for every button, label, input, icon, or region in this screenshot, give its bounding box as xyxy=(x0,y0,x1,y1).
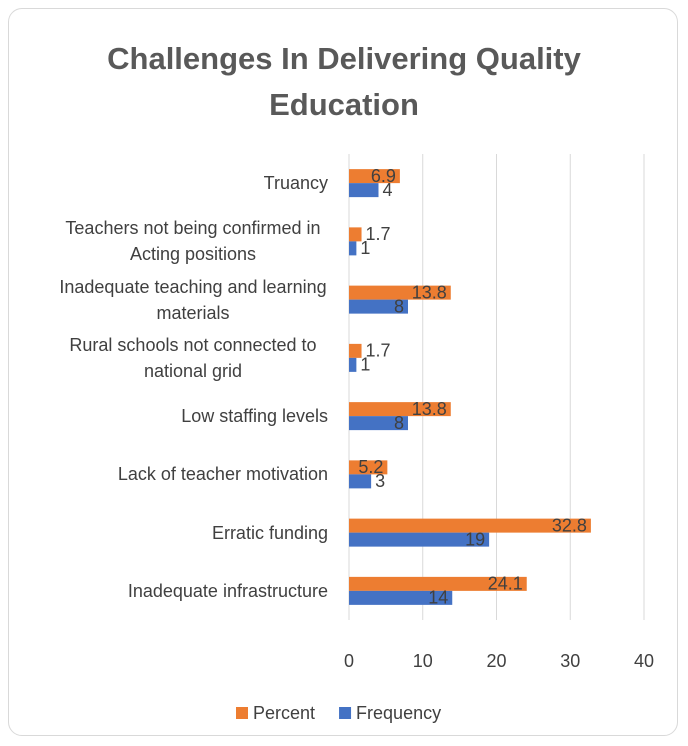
data-label: 5.2 xyxy=(358,457,383,477)
data-label: 1 xyxy=(360,238,370,258)
bar xyxy=(349,532,490,547)
bar xyxy=(349,474,372,489)
data-label: 3 xyxy=(375,471,385,491)
category-text: Erratic funding xyxy=(211,522,328,543)
category-label: Rural schools not connected to national … xyxy=(58,329,328,387)
bar xyxy=(349,285,451,300)
x-tick-label: 40 xyxy=(634,651,654,671)
category-label: Erratic funding xyxy=(58,504,328,562)
bar xyxy=(349,460,388,475)
category-text: Low staffing levels xyxy=(181,406,328,426)
data-label: 8 xyxy=(394,296,404,316)
category-text: Inadequate infrastructure xyxy=(127,580,328,601)
category-label: Truancy xyxy=(58,154,328,212)
data-label: 24.1 xyxy=(488,574,523,594)
legend-swatch xyxy=(236,707,248,719)
legend-label: Frequency xyxy=(356,703,441,723)
data-label: 8 xyxy=(394,413,404,433)
data-label: 4 xyxy=(383,180,393,200)
data-label: 6.9 xyxy=(371,166,396,186)
bar xyxy=(349,590,453,605)
category-label: Inadequate teaching and learning materia… xyxy=(58,271,328,329)
category-text: Lack of teacher motivation xyxy=(117,464,328,485)
data-label: 19 xyxy=(465,529,485,549)
data-label: 13.8 xyxy=(412,399,447,419)
chart-title: Challenges In Delivering Quality Educati… xyxy=(107,41,581,122)
bar xyxy=(349,416,408,431)
data-label: 14 xyxy=(428,588,448,608)
bar xyxy=(349,241,357,256)
data-label: 13.8 xyxy=(412,282,447,302)
bar xyxy=(349,169,400,184)
bar xyxy=(349,518,591,533)
data-label: 1.7 xyxy=(366,341,391,361)
category-label: Lack of teacher motivation xyxy=(58,445,328,503)
x-tick-label: 10 xyxy=(413,651,433,671)
category-label: Inadequate infrastructure xyxy=(58,562,328,620)
bar xyxy=(349,343,362,358)
bar xyxy=(349,227,362,242)
category-text: Teachers not being confirmed in Acting p… xyxy=(65,218,321,265)
x-tick-label: 0 xyxy=(344,651,354,671)
category-text: Truancy xyxy=(263,173,328,193)
category-label: Teachers not being confirmed in Acting p… xyxy=(58,212,328,270)
legend-swatch xyxy=(339,707,352,719)
data-label: 1.7 xyxy=(366,224,391,244)
bar xyxy=(349,357,357,372)
category-label: Low staffing levels xyxy=(58,387,328,445)
bar xyxy=(349,402,451,417)
legend-label: Percent xyxy=(253,703,315,723)
x-tick-label: 30 xyxy=(560,651,580,671)
x-tick-label: 20 xyxy=(486,651,506,671)
category-text: Inadequate teaching and learning materia… xyxy=(59,276,327,323)
bar xyxy=(349,183,379,198)
data-label: 32.8 xyxy=(552,515,587,535)
bar xyxy=(349,576,527,591)
chart-card xyxy=(8,8,678,736)
category-text: Rural schools not connected to national … xyxy=(69,334,317,381)
bar xyxy=(349,299,408,314)
data-label: 1 xyxy=(360,355,370,375)
